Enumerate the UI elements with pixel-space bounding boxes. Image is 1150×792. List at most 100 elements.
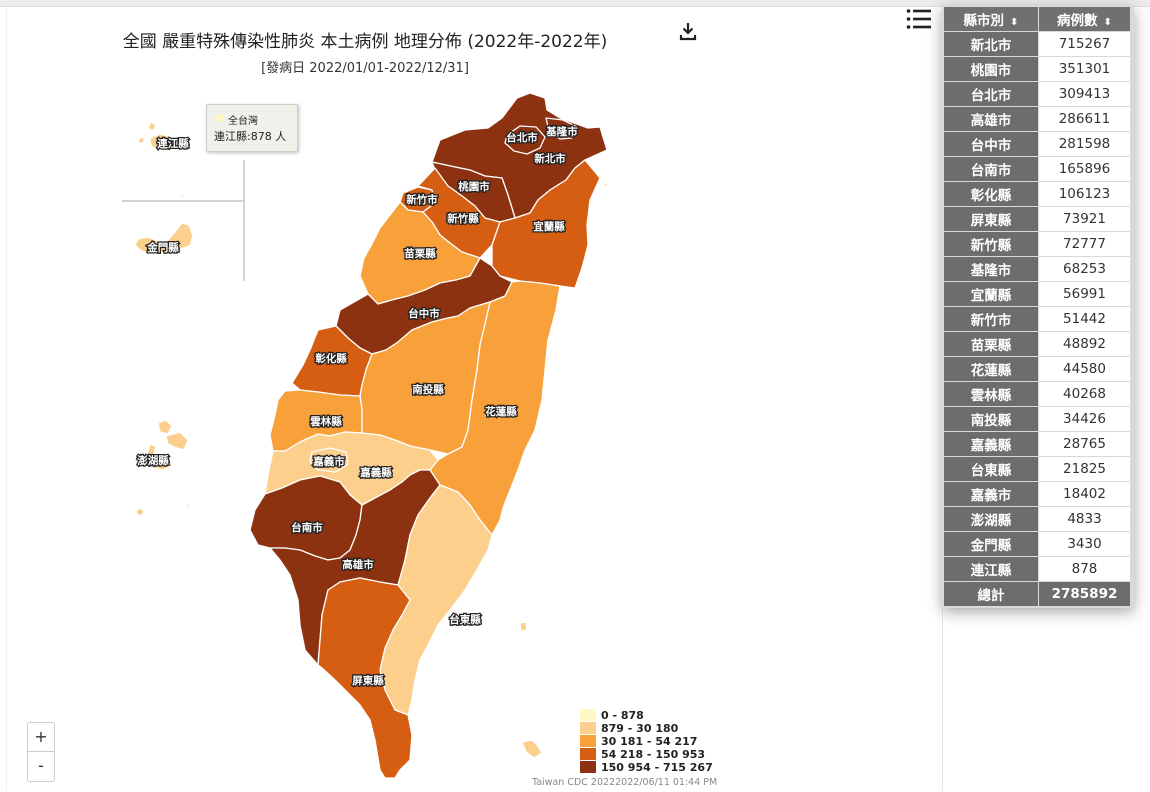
region-name-cell: 嘉義縣 bbox=[944, 432, 1038, 456]
legend-swatch bbox=[580, 722, 596, 734]
col-header-region[interactable]: 縣市別 ⬍ bbox=[944, 7, 1038, 31]
color-legend: 0 - 878 879 - 30 180 30 181 - 54 217 54 … bbox=[580, 709, 713, 774]
count-cell: 51442 bbox=[1039, 307, 1130, 331]
region-台北市[interactable] bbox=[504, 125, 546, 155]
label-嘉義縣: 嘉義縣 bbox=[359, 466, 392, 479]
region-name-cell: 新竹市 bbox=[944, 307, 1038, 331]
region-name-cell: 花蓮縣 bbox=[944, 357, 1038, 381]
total-value: 2785892 bbox=[1039, 582, 1130, 606]
table-body: 新北市 715267 桃園市 351301 台北市 309413 高雄市 286611 台中市 2… bbox=[944, 32, 1130, 606]
count-cell: 28765 bbox=[1039, 432, 1130, 456]
legend-label: 54 218 - 150 953 bbox=[601, 748, 706, 761]
region-name-cell: 新北市 bbox=[944, 32, 1038, 56]
download-icon[interactable] bbox=[678, 20, 698, 42]
count-cell: 21825 bbox=[1039, 457, 1130, 481]
region-name-cell: 台北市 bbox=[944, 82, 1038, 106]
region-金門縣[interactable] bbox=[134, 222, 194, 255]
label-新竹市: 新竹市 bbox=[406, 193, 438, 206]
legend-item[interactable]: 879 - 30 180 bbox=[580, 722, 713, 735]
table-row[interactable]: 桃園市 351301 bbox=[944, 57, 1130, 81]
region-name-cell: 宜蘭縣 bbox=[944, 282, 1038, 306]
label-連江縣: 連江縣 bbox=[157, 137, 189, 150]
table-row[interactable]: 新竹市 51442 bbox=[944, 307, 1130, 331]
table-row[interactable]: 彰化縣 106123 bbox=[944, 182, 1130, 206]
region-嘉義市[interactable] bbox=[309, 447, 349, 473]
col-header-count[interactable]: 病例數 ⬍ bbox=[1039, 7, 1130, 31]
count-cell: 48892 bbox=[1039, 332, 1130, 356]
count-cell: 68253 bbox=[1039, 257, 1130, 281]
table-row[interactable]: 雲林縣 40268 bbox=[944, 382, 1130, 406]
region-連江縣[interactable] bbox=[137, 121, 177, 152]
zoom-out-button[interactable]: - bbox=[38, 756, 44, 775]
table-row[interactable]: 宜蘭縣 56991 bbox=[944, 282, 1130, 306]
count-cell: 56991 bbox=[1039, 282, 1130, 306]
table-row[interactable]: 澎湖縣 4833 bbox=[944, 507, 1130, 531]
data-table: 縣市別 ⬍ 病例數 ⬍ 新北市 715267 桃園市 351301 台北市 309413 高雄市… bbox=[943, 6, 1131, 607]
table-row[interactable]: 台東縣 21825 bbox=[944, 457, 1130, 481]
label-屏東縣: 屏東縣 bbox=[351, 674, 384, 687]
region-台東縣[interactable] bbox=[379, 484, 493, 716]
table-row[interactable]: 台北市 309413 bbox=[944, 82, 1130, 106]
table-row[interactable]: 花蓮縣 44580 bbox=[944, 357, 1130, 381]
legend-item[interactable]: 150 954 - 715 267 bbox=[580, 761, 713, 774]
table-row[interactable]: 新竹縣 72777 bbox=[944, 232, 1130, 256]
count-cell: 3430 bbox=[1039, 532, 1130, 556]
table-row[interactable]: 嘉義市 18402 bbox=[944, 482, 1130, 506]
label-台東縣: 台東縣 bbox=[449, 613, 481, 626]
table-row[interactable]: 連江縣 878 bbox=[944, 557, 1130, 581]
table-row[interactable]: 屏東縣 73921 bbox=[944, 207, 1130, 231]
count-cell: 44580 bbox=[1039, 357, 1130, 381]
map-tooltip: 全台灣 連江縣:878 人 bbox=[206, 104, 298, 152]
table-row[interactable]: 新北市 715267 bbox=[944, 32, 1130, 56]
count-cell: 40268 bbox=[1039, 382, 1130, 406]
zoom-control: + - bbox=[27, 722, 55, 782]
map-subtitle: [發病日 2022/01/01-2022/12/31] bbox=[261, 61, 469, 76]
region-name-cell: 台中市 bbox=[944, 132, 1038, 156]
region-澎湖縣[interactable] bbox=[135, 419, 189, 517]
tooltip-series: 全台灣 bbox=[228, 116, 258, 127]
region-name-cell: 雲林縣 bbox=[944, 382, 1038, 406]
region-name-cell: 澎湖縣 bbox=[944, 507, 1038, 531]
count-cell: 165896 bbox=[1039, 157, 1130, 181]
label-台南市: 台南市 bbox=[291, 521, 323, 534]
count-cell: 351301 bbox=[1039, 57, 1130, 81]
label-花蓮縣: 花蓮縣 bbox=[485, 405, 517, 418]
region-基隆市[interactable] bbox=[545, 117, 578, 140]
top-border bbox=[0, 0, 1150, 7]
table-row[interactable]: 南投縣 34426 bbox=[944, 407, 1130, 431]
region-name-cell: 連江縣 bbox=[944, 557, 1038, 581]
label-台北市: 台北市 bbox=[506, 131, 538, 144]
legend-item[interactable]: 54 218 - 150 953 bbox=[580, 748, 713, 761]
credit-text[interactable]: Taiwan CDC 20222022/06/11 01:44 PM bbox=[532, 777, 718, 788]
table-row[interactable]: 台中市 281598 bbox=[944, 132, 1130, 156]
count-cell: 34426 bbox=[1039, 407, 1130, 431]
count-cell: 18402 bbox=[1039, 482, 1130, 506]
table-row[interactable]: 台南市 165896 bbox=[944, 157, 1130, 181]
island-lanyu bbox=[521, 739, 543, 759]
region-name-cell: 基隆市 bbox=[944, 257, 1038, 281]
count-cell: 4833 bbox=[1039, 507, 1130, 531]
table-row[interactable]: 苗栗縣 48892 bbox=[944, 332, 1130, 356]
tooltip-text: 連江縣:878 人 bbox=[214, 130, 287, 143]
island-ludao bbox=[519, 621, 528, 632]
label-宜蘭縣: 宜蘭縣 bbox=[533, 220, 565, 233]
table-row[interactable]: 高雄市 286611 bbox=[944, 107, 1130, 131]
zoom-in-button[interactable]: + bbox=[28, 723, 54, 752]
table-row[interactable]: 嘉義縣 28765 bbox=[944, 432, 1130, 456]
total-label: 總計 bbox=[944, 582, 1038, 606]
count-cell: 73921 bbox=[1039, 207, 1130, 231]
list-menu-icon[interactable] bbox=[906, 8, 932, 30]
region-屏東縣[interactable] bbox=[317, 577, 413, 779]
legend-item[interactable]: 0 - 878 bbox=[580, 709, 713, 722]
region-name-cell: 台南市 bbox=[944, 157, 1038, 181]
table-row[interactable]: 基隆市 68253 bbox=[944, 257, 1130, 281]
count-cell: 878 bbox=[1039, 557, 1130, 581]
label-桃園市: 桃園市 bbox=[458, 180, 490, 193]
region-name-cell: 高雄市 bbox=[944, 107, 1038, 131]
label-金門縣: 金門縣 bbox=[146, 241, 179, 254]
count-cell: 715267 bbox=[1039, 32, 1130, 56]
table-row[interactable]: 金門縣 3430 bbox=[944, 532, 1130, 556]
legend-item[interactable]: 30 181 - 54 217 bbox=[580, 735, 713, 748]
count-cell: 286611 bbox=[1039, 107, 1130, 131]
legend-swatch bbox=[580, 748, 596, 760]
